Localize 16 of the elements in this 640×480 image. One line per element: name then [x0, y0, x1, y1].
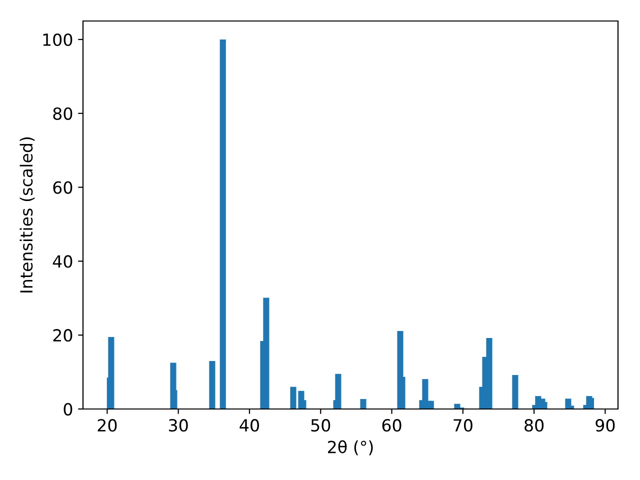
x-axis-title: 2θ (°): [328, 440, 373, 456]
x-tick-label: 50: [311, 419, 330, 432]
y-tick-label: 20: [53, 329, 72, 342]
y-axis-title: Intensities (scaled): [20, 137, 35, 292]
y-tick-label: 80: [53, 107, 72, 120]
x-tick-label: 40: [240, 419, 259, 432]
x-tick-label: 90: [596, 419, 615, 432]
x-tick-label: 60: [382, 419, 402, 432]
y-tick-label: 0: [64, 402, 72, 416]
x-tick-label: 70: [454, 419, 472, 432]
y-tick-label: 40: [52, 255, 72, 268]
y-tick-label: 60: [53, 181, 72, 194]
x-tick-label: 20: [98, 419, 117, 432]
x-tick-label: 80: [524, 419, 544, 432]
y-tick-label: 100: [43, 33, 72, 46]
x-tick-label: 30: [169, 419, 188, 432]
